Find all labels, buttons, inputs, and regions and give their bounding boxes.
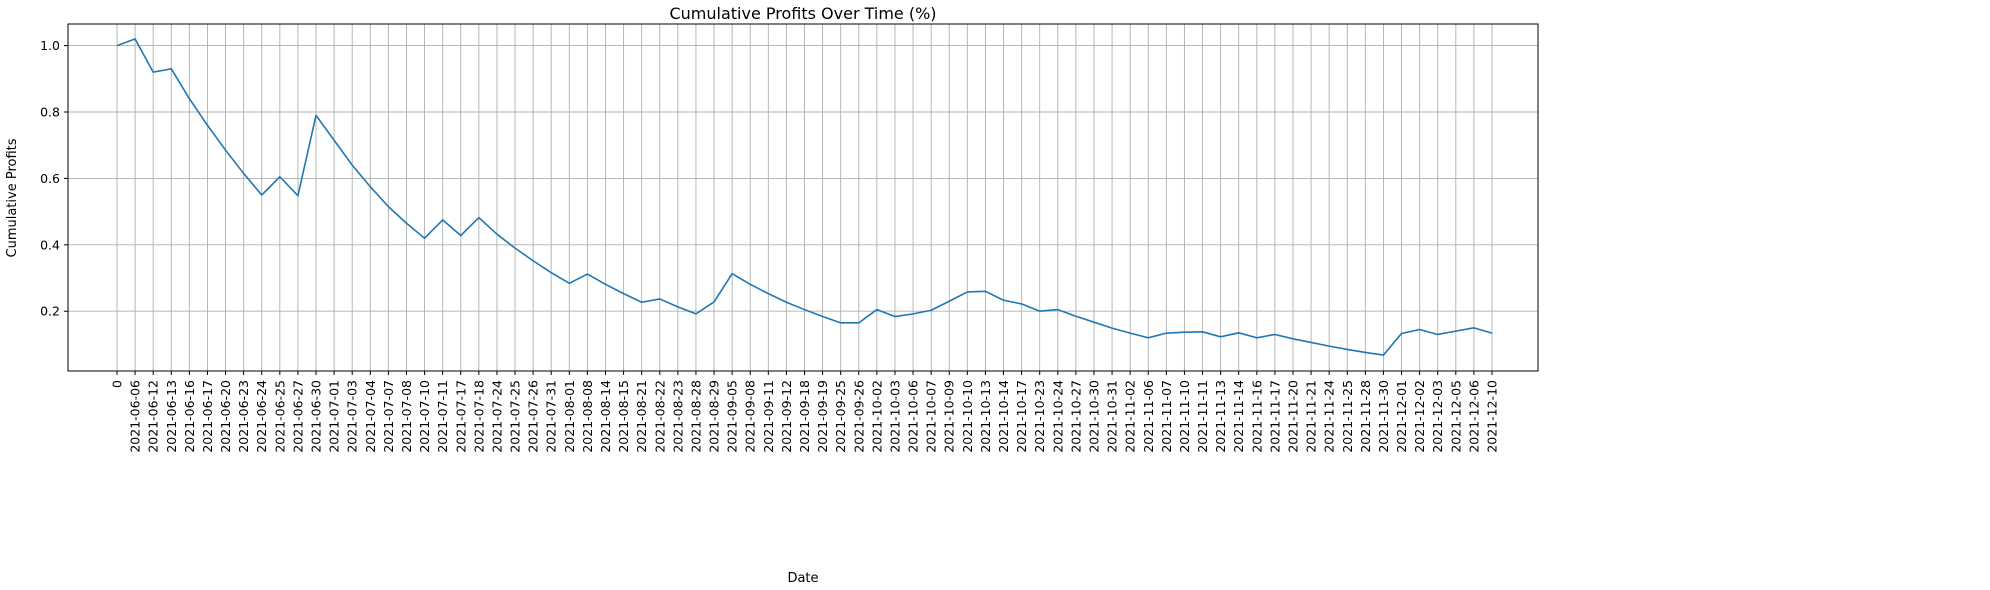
- x-tick-label: 2021-10-03: [887, 380, 902, 453]
- x-tick-label: 2021-10-02: [869, 380, 884, 453]
- x-tick-label: 2021-11-20: [1285, 380, 1300, 453]
- x-tick-label: 2021-08-23: [670, 380, 685, 453]
- x-tick-label: 2021-08-01: [562, 380, 577, 453]
- x-tick-label: 2021-07-18: [471, 380, 486, 453]
- y-tick-label: 1.0: [40, 38, 60, 53]
- x-tick-label: 2021-07-11: [435, 380, 450, 453]
- x-tick-label: 2021-10-14: [996, 380, 1011, 453]
- x-tick-label: 2021-06-24: [254, 380, 269, 453]
- x-tick-label: 2021-12-06: [1466, 380, 1481, 453]
- x-tick-label: 2021-10-27: [1068, 380, 1083, 453]
- x-tick-label: 2021-11-30: [1376, 380, 1391, 453]
- y-tick-label: 0.2: [40, 304, 60, 319]
- x-tick-label: 2021-09-25: [833, 380, 848, 453]
- x-tick-label: 2021-11-02: [1123, 380, 1138, 453]
- x-tick-label: 2021-10-30: [1086, 380, 1101, 453]
- x-tick-label: 2021-06-25: [272, 380, 287, 453]
- x-axis-label: Date: [787, 571, 818, 586]
- x-tick-label: 0: [110, 380, 125, 388]
- y-axis-label: Cumulative Profits: [5, 138, 20, 257]
- x-tick-label: 2021-06-27: [290, 380, 305, 453]
- x-tick-label: 2021-09-18: [797, 380, 812, 453]
- x-tick-label: 2021-07-08: [399, 380, 414, 453]
- x-tick-label: 2021-10-31: [1105, 380, 1120, 453]
- x-tick-label: 2021-09-11: [761, 380, 776, 453]
- x-tick-label: 2021-06-13: [164, 380, 179, 453]
- x-tick-label: 2021-11-11: [1195, 380, 1210, 453]
- x-tick-label: 2021-06-23: [236, 380, 251, 453]
- x-tick-label: 2021-07-31: [544, 380, 559, 453]
- x-tick-label: 2021-07-04: [363, 380, 378, 453]
- chart-title: Cumulative Profits Over Time (%): [669, 4, 936, 23]
- axes-layer: 0 2021-06-06 2021-06-12 2021-06-13 2021-06-1…: [40, 23, 1539, 453]
- y-tick-label: 0.6: [40, 171, 60, 186]
- x-tick-label: 2021-10-23: [1032, 380, 1047, 453]
- series-layer: [116, 38, 1493, 356]
- x-tick-label: 2021-09-05: [725, 380, 740, 453]
- x-tick-label: 2021-10-24: [1050, 380, 1065, 453]
- x-tick-label: 2021-08-14: [598, 380, 613, 453]
- x-tick-label: 2021-08-15: [616, 380, 631, 453]
- x-tick-label: 2021-06-20: [218, 380, 233, 453]
- x-tick-label: 2021-11-07: [1159, 380, 1174, 453]
- x-tick-label: 2021-09-12: [779, 380, 794, 453]
- x-tick-label: 2021-07-01: [327, 380, 342, 453]
- x-tick-label: 2021-10-17: [1014, 380, 1029, 453]
- x-tick-label: 2021-09-19: [815, 380, 830, 453]
- x-tick-label: 2021-12-01: [1394, 380, 1409, 453]
- y-tick-label: 0.4: [40, 237, 60, 252]
- x-tick-label: 2021-06-16: [182, 380, 197, 453]
- x-tick-label: 2021-12-10: [1485, 380, 1500, 453]
- x-tick-label: 2021-07-17: [453, 380, 468, 453]
- y-tick-label: 0.8: [40, 104, 60, 119]
- x-tick-label: 2021-11-06: [1141, 380, 1156, 453]
- x-tick-label: 2021-07-24: [489, 380, 504, 453]
- x-tick-label: 2021-11-24: [1322, 380, 1337, 453]
- x-tick-label: 2021-09-08: [743, 380, 758, 453]
- x-tick-label: 2021-11-28: [1358, 380, 1373, 453]
- x-tick-label: 2021-07-25: [508, 380, 523, 453]
- x-tick-label: 2021-08-29: [707, 380, 722, 453]
- x-tick-label: 2021-10-07: [924, 380, 939, 453]
- x-tick-label: 2021-10-10: [960, 380, 975, 453]
- x-tick-label: 2021-12-03: [1430, 380, 1445, 453]
- x-tick-label: 2021-12-02: [1412, 380, 1427, 453]
- x-tick-label: 2021-07-03: [345, 380, 360, 453]
- x-tick-label: 2021-11-16: [1249, 380, 1264, 453]
- x-tick-label: 2021-06-30: [309, 380, 324, 453]
- x-tick-label: 2021-08-08: [580, 380, 595, 453]
- x-tick-label: 2021-10-13: [978, 380, 993, 453]
- x-tick-label: 2021-06-17: [200, 380, 215, 453]
- x-tick-label: 2021-11-21: [1304, 380, 1319, 453]
- x-tick-label: 2021-06-06: [128, 380, 143, 453]
- x-tick-label: 2021-10-09: [942, 380, 957, 453]
- x-tick-label: 2021-11-14: [1231, 380, 1246, 453]
- plot-frame: [67, 23, 1539, 372]
- x-tick-label: 2021-08-28: [688, 380, 703, 453]
- series-line: [116, 38, 1493, 356]
- x-tick-label: 2021-11-17: [1267, 380, 1282, 453]
- x-tick-label: 2021-11-25: [1340, 380, 1355, 453]
- x-tick-label: 2021-09-26: [851, 380, 866, 453]
- x-tick-label: 2021-11-13: [1213, 380, 1228, 453]
- grid-layer: [68, 24, 1538, 371]
- x-tick-label: 2021-07-07: [381, 380, 396, 453]
- x-tick-label: 2021-08-21: [634, 380, 649, 453]
- x-tick-label: 2021-12-05: [1448, 380, 1463, 453]
- x-tick-label: 2021-07-26: [526, 380, 541, 453]
- x-tick-label: 2021-07-10: [417, 380, 432, 453]
- x-tick-label: 2021-11-10: [1177, 380, 1192, 453]
- x-tick-label: 2021-06-12: [146, 380, 161, 453]
- x-tick-label: 2021-08-22: [652, 380, 667, 453]
- x-tick-label: 2021-10-06: [906, 380, 921, 453]
